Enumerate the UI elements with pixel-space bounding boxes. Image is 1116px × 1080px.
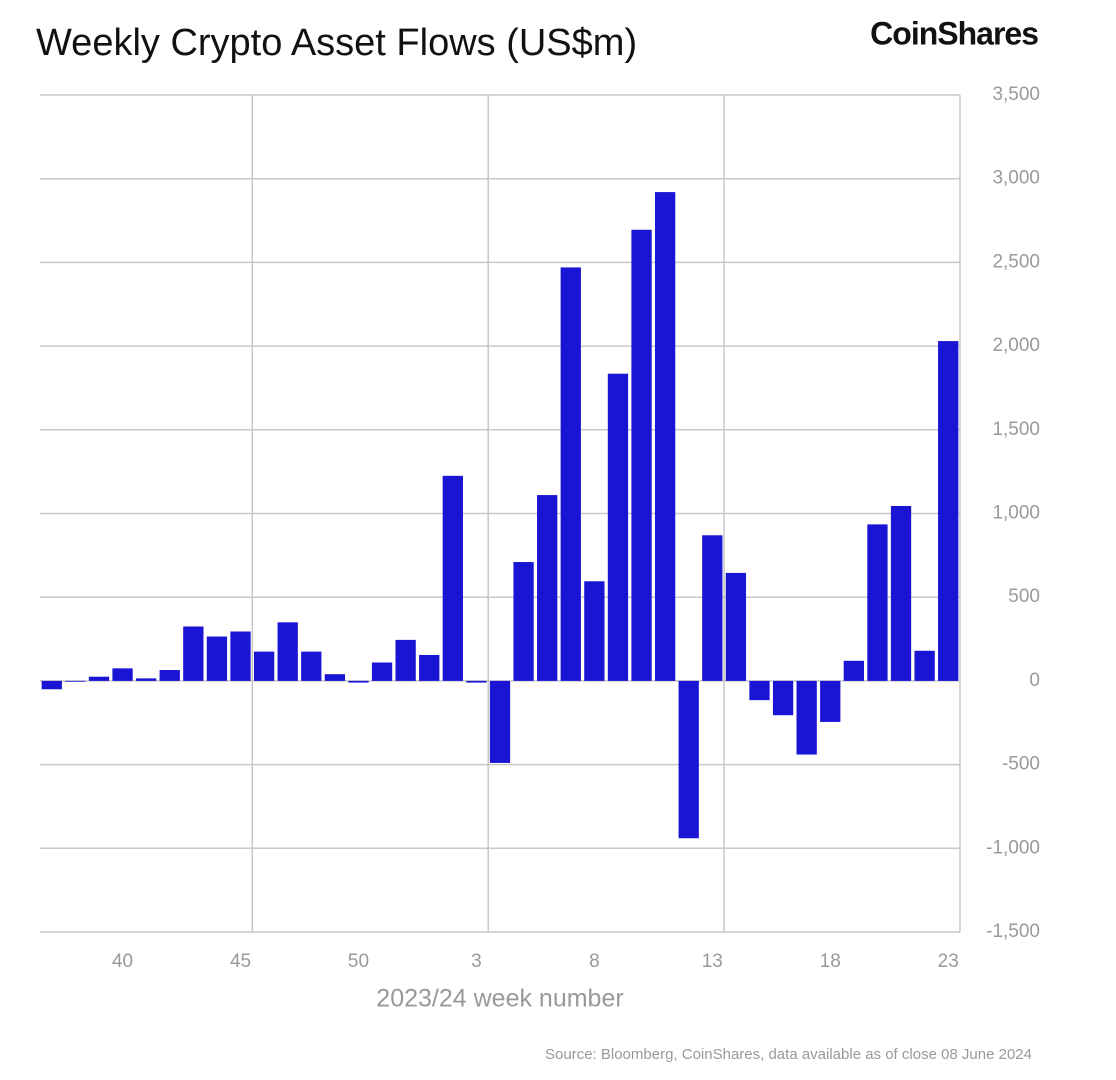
x-tick-label: 23	[938, 951, 959, 972]
bar	[843, 660, 864, 681]
bar	[702, 535, 723, 681]
bar	[371, 662, 393, 681]
bar	[253, 651, 275, 681]
y-tick-label: -500	[1002, 754, 1040, 775]
bar	[324, 674, 346, 681]
bar	[914, 650, 935, 681]
bar	[277, 622, 298, 681]
bar	[112, 668, 133, 681]
brand-logo: CoinShares	[870, 15, 1038, 51]
y-tick-label: 2,500	[992, 251, 1040, 272]
bar	[442, 475, 463, 681]
x-tick-label: 13	[702, 951, 723, 972]
bar	[749, 680, 770, 701]
bar	[867, 524, 888, 681]
bar	[41, 680, 62, 690]
bar	[489, 680, 511, 763]
bar	[136, 678, 157, 681]
bar	[419, 654, 440, 681]
x-tick-label: 45	[230, 951, 251, 972]
bar	[654, 192, 676, 681]
y-tick-label: -1,500	[986, 921, 1040, 942]
bar	[348, 680, 369, 683]
bar	[395, 639, 416, 681]
bar	[301, 651, 322, 681]
x-tick-label: 50	[348, 951, 369, 972]
y-tick-label: 1,000	[992, 503, 1040, 524]
bar	[159, 670, 180, 681]
y-tick-label: 500	[1008, 586, 1040, 607]
x-axis-label: 2023/24 week number	[376, 985, 623, 1013]
bar	[678, 680, 699, 839]
x-tick-label: 18	[820, 951, 841, 972]
bar	[796, 680, 817, 755]
bar	[206, 636, 228, 681]
x-tick-label: 40	[112, 951, 133, 972]
bar	[772, 680, 794, 716]
bar	[938, 341, 959, 681]
bar	[183, 626, 204, 681]
y-tick-label: 3,500	[992, 84, 1040, 105]
bar	[537, 495, 558, 681]
source-note: Source: Bloomberg, CoinShares, data avai…	[545, 1046, 1032, 1063]
y-tick-label: 3,000	[992, 168, 1040, 189]
chart-title: Weekly Crypto Asset Flows (US$m)	[36, 22, 637, 64]
bar	[631, 229, 652, 681]
bar	[88, 676, 110, 681]
bar	[820, 680, 841, 722]
bar	[584, 581, 605, 681]
bar	[513, 562, 534, 681]
y-tick-label: 2,000	[992, 335, 1040, 356]
y-tick-label: 1,500	[992, 419, 1040, 440]
bar	[65, 680, 86, 682]
x-tick-label: 3	[471, 951, 482, 972]
y-tick-label: 0	[1029, 670, 1040, 691]
bar	[560, 267, 581, 681]
bar	[725, 572, 747, 681]
bar	[466, 680, 487, 683]
bar	[890, 505, 912, 681]
y-tick-label: -1,000	[986, 837, 1040, 858]
x-tick-label: 8	[589, 951, 600, 972]
bar	[607, 373, 629, 681]
bar	[230, 631, 251, 681]
